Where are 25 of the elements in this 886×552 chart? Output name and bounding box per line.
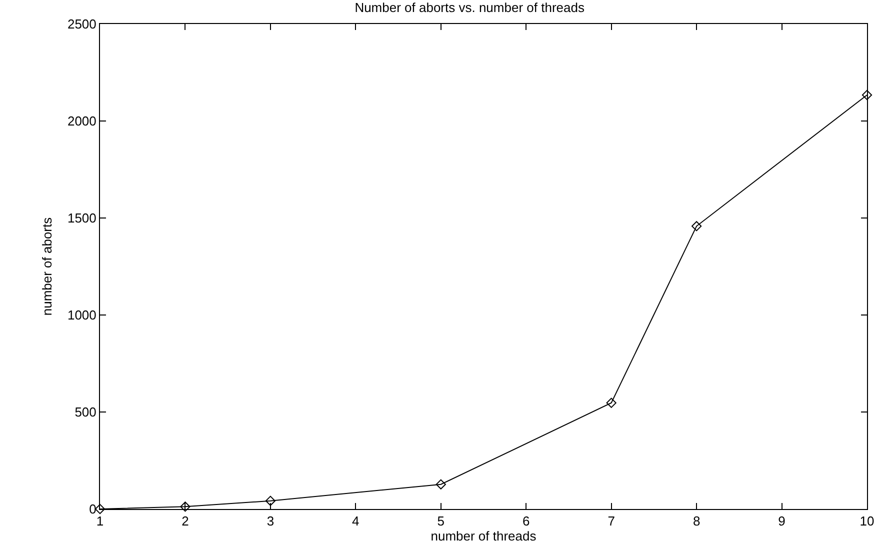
x-tick-label: 4 bbox=[352, 514, 360, 529]
x-tick-label: 7 bbox=[608, 514, 615, 529]
y-tick-label: 500 bbox=[74, 404, 96, 420]
y-tick-label: 2000 bbox=[67, 114, 96, 129]
x-tick-label: 1 bbox=[96, 514, 104, 529]
y-axis-title: number of aborts bbox=[39, 216, 54, 316]
x-tick-label: 6 bbox=[522, 514, 530, 529]
x-tick-label: 10 bbox=[860, 514, 874, 529]
point bbox=[265, 496, 276, 506]
point bbox=[606, 398, 616, 408]
y-tick-label: 0 bbox=[89, 502, 96, 517]
y-tick-label: 2500 bbox=[67, 16, 96, 32]
x-axis-title: number of threads bbox=[430, 528, 537, 544]
x-tick-label: 8 bbox=[692, 514, 700, 529]
x-tick-label: 3 bbox=[266, 514, 274, 529]
x-tick-label: 9 bbox=[778, 514, 786, 529]
chart-title: Number of aborts vs. number of threads bbox=[354, 0, 585, 15]
y-tick-label: 1500 bbox=[67, 210, 96, 226]
x-tick-label: 5 bbox=[437, 514, 445, 529]
point bbox=[862, 90, 872, 100]
x-tick-label: 2 bbox=[182, 514, 189, 529]
point bbox=[692, 221, 702, 232]
point bbox=[180, 502, 190, 512]
y-tick-label: 1000 bbox=[67, 308, 96, 323]
point bbox=[436, 479, 446, 490]
